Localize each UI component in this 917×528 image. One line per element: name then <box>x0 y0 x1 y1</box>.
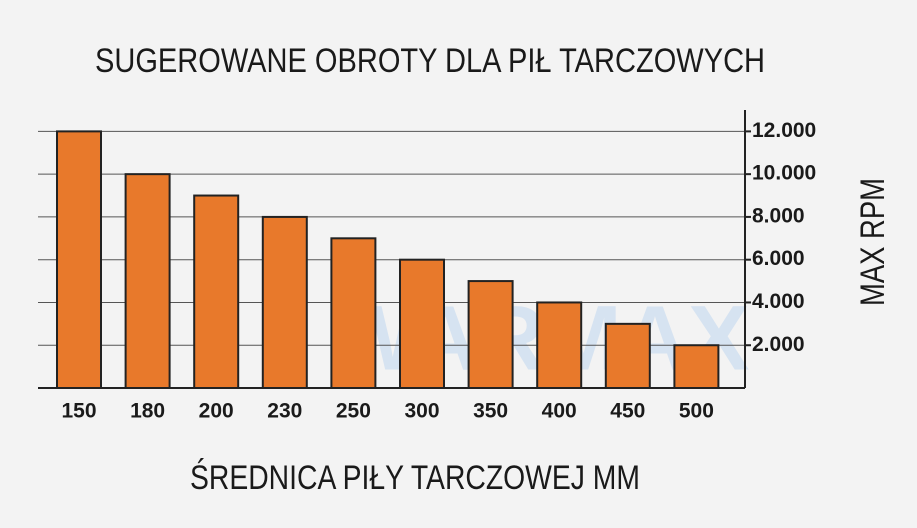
y-tick-label: 12.000 <box>752 119 816 142</box>
x-tick-label: 150 <box>61 400 96 423</box>
bar <box>56 130 102 389</box>
x-tick-label: 350 <box>473 400 508 423</box>
chart-title: SUGEROWANE OBROTY DLA PIŁ TARCZOWYCH <box>95 42 765 80</box>
x-axis-title: ŚREDNICA PIŁY TARCZOWEJ MM <box>190 458 640 497</box>
x-tick-label: 180 <box>130 400 165 423</box>
bar <box>536 301 583 390</box>
bar <box>124 173 171 389</box>
bar <box>330 237 377 389</box>
y-tick-label: 8.000 <box>752 204 805 227</box>
bar <box>673 344 720 390</box>
bar <box>193 194 240 389</box>
bar <box>261 215 308 389</box>
x-tick-label: 500 <box>679 400 714 423</box>
y-tick-label: 10.000 <box>752 162 816 185</box>
bar <box>467 280 514 390</box>
x-tick-label: 250 <box>336 400 371 423</box>
x-tick-label: 200 <box>199 400 234 423</box>
x-tick-label: 400 <box>542 400 577 423</box>
y-tick-label: 6.000 <box>752 247 805 270</box>
x-tick-label: 230 <box>267 400 302 423</box>
x-tick-label: 450 <box>610 400 645 423</box>
y-tick-label: 2.000 <box>752 333 805 356</box>
y-tick-label: 4.000 <box>752 290 805 313</box>
x-tick-label: 300 <box>404 400 439 423</box>
y-axis-title: MAX RPM <box>854 178 892 306</box>
bar <box>604 322 651 390</box>
bar <box>399 258 445 390</box>
